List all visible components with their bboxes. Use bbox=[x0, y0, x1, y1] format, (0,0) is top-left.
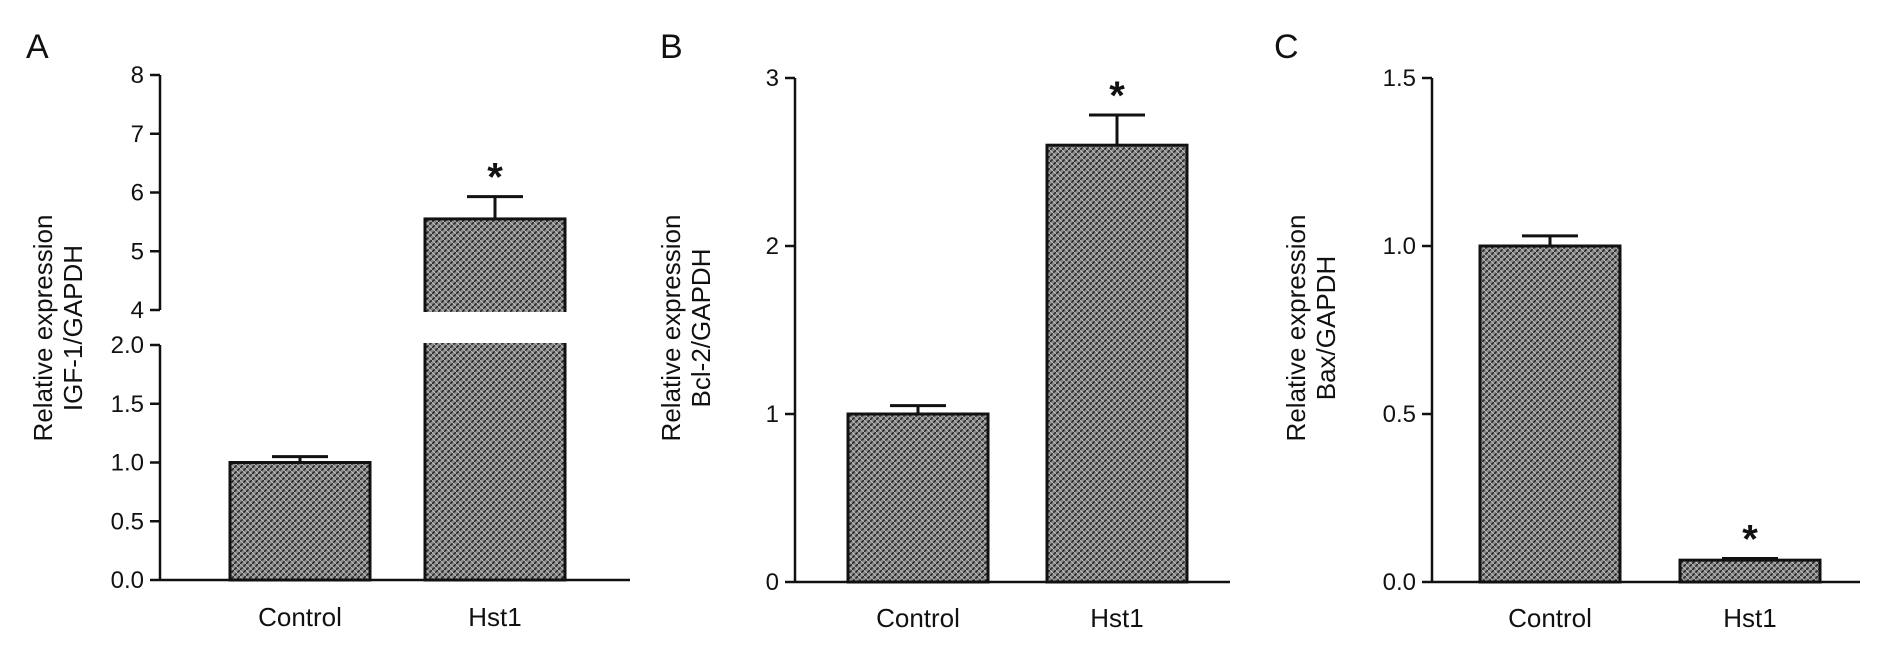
panel-a-bar-hst1 bbox=[423, 217, 567, 582]
panel-a-category-label-1: Hst1 bbox=[468, 602, 521, 632]
panel-b-tick-label-3: 3 bbox=[766, 65, 779, 92]
panel-b-bar-hst1 bbox=[1045, 143, 1189, 584]
panel-c-bar-hst1 bbox=[1678, 558, 1822, 584]
panel-a-lower-tick-label-0: 0.0 bbox=[111, 567, 144, 594]
panel-c-tick-label-0: 0.0 bbox=[1383, 569, 1416, 596]
panel-b-tick-label-0: 0 bbox=[766, 569, 779, 596]
panel-a: A 4 5 6 7 8 0.0 0.5 1.0 1.5 2.0 Control * Hst1 Rel… bbox=[26, 28, 630, 632]
panel-c-tick-label-3: 1.5 bbox=[1383, 65, 1416, 92]
panel-a-y-axis-title-line-1: Relative expression bbox=[28, 215, 58, 442]
panel-b-tick-label-1: 1 bbox=[766, 401, 779, 428]
panel-a-lower-tick-label-3: 1.5 bbox=[111, 391, 144, 418]
panel-a-lower-tick-label-4: 2.0 bbox=[111, 332, 144, 359]
panel-a-upper-tick-label-1: 5 bbox=[131, 238, 144, 265]
panel-a-axis-break bbox=[150, 312, 170, 343]
panel-c-category-label-1: Hst1 bbox=[1723, 603, 1776, 633]
panel-c-letter: C bbox=[1274, 28, 1299, 66]
panel-c-y-axis-title-line-1: Relative expression bbox=[1281, 215, 1311, 442]
panel-b-bar-control bbox=[846, 412, 990, 584]
panel-b-category-label-0: Control bbox=[876, 603, 960, 633]
panel-c-category-label-0: Control bbox=[1508, 603, 1592, 633]
panel-a-upper-tick-label-0: 4 bbox=[131, 297, 144, 324]
panel-c-y-axis-title-line-2: Bax/GAPDH bbox=[1311, 256, 1341, 401]
panel-b: B 0 1 2 3 Control * Hst1 Relative expression … bbox=[656, 28, 1230, 633]
panel-c-y-axis-title: Relative expression Bax/GAPDH bbox=[1281, 215, 1341, 442]
panel-b-y-axis-title-line-2: Bcl-2/GAPDH bbox=[686, 249, 716, 408]
panel-b-tick-label-2: 2 bbox=[766, 233, 779, 260]
panel-b-y-axis-title-line-1: Relative expression bbox=[656, 215, 686, 442]
panel-c-bar-control bbox=[1478, 244, 1622, 584]
panel-a-y-axis-title: Relative expression IGF-1/GAPDH bbox=[28, 215, 88, 442]
panel-b-significance-marker-1: * bbox=[1109, 74, 1125, 118]
panel-b-letter: B bbox=[660, 28, 683, 66]
panel-a-upper-tick-label-2: 6 bbox=[131, 180, 144, 207]
panel-c: C 0.0 0.5 1.0 1.5 Control * Hst1 Relative exp… bbox=[1274, 28, 1860, 633]
panel-a-y-axis-title-line-2: IGF-1/GAPDH bbox=[58, 245, 88, 411]
panel-c-tick-label-2: 1.0 bbox=[1383, 233, 1416, 260]
panel-c-tick-label-1: 0.5 bbox=[1383, 401, 1416, 428]
panel-a-letter: A bbox=[26, 28, 49, 66]
panel-b-category-label-1: Hst1 bbox=[1090, 603, 1143, 633]
panel-a-upper-tick-label-4: 8 bbox=[131, 62, 144, 89]
panel-a-lower-tick-label-2: 1.0 bbox=[111, 450, 144, 477]
panel-a-upper-tick-label-3: 7 bbox=[131, 121, 144, 148]
panel-a-category-label-0: Control bbox=[258, 602, 342, 632]
panel-a-lower-tick-label-1: 0.5 bbox=[111, 508, 144, 535]
panel-a-axis-break-gap bbox=[410, 312, 580, 343]
panel-a-significance-marker-1: * bbox=[487, 156, 503, 200]
panel-a-y-axis: 4 5 6 7 8 0.0 0.5 1.0 1.5 2.0 bbox=[111, 62, 162, 594]
panel-b-y-axis-title: Relative expression Bcl-2/GAPDH bbox=[656, 215, 716, 442]
panel-a-bar-control bbox=[228, 461, 372, 582]
panel-c-significance-marker-1: * bbox=[1742, 517, 1758, 561]
